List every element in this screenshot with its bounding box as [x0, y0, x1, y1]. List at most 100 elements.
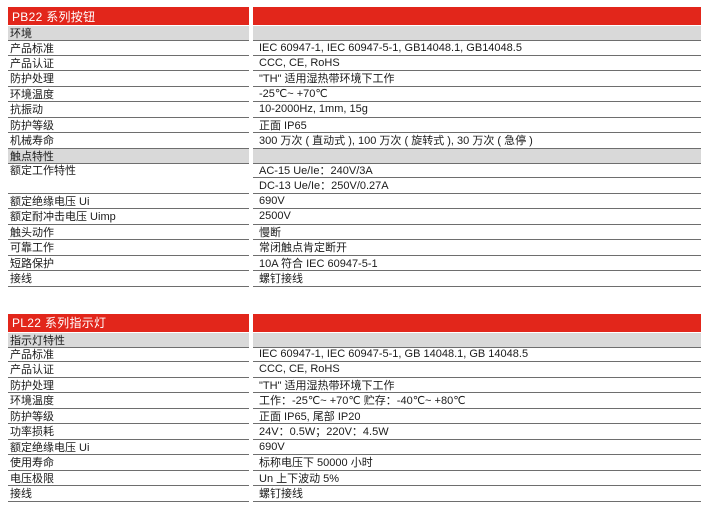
table-row: 产品标准 IEC 60947-1, IEC 60947-5-1, GB14048.…: [8, 40, 701, 56]
spec-value: "TH" 适用湿热带环境下工作: [259, 73, 395, 86]
table-row: 接线 螺钉接线: [8, 486, 701, 502]
spec-label-cell: 环境温度: [8, 393, 249, 409]
spec-value-cell: 2500V: [253, 209, 701, 225]
spec-value: 2500V: [259, 210, 291, 223]
table-row: DC-13 Ue/Ie：250V/0.27A: [8, 178, 701, 194]
spec-label: 电压极限: [10, 472, 54, 485]
spec-value-cell: "TH" 适用湿热带环境下工作: [253, 378, 701, 393]
table-row: 产品标准 IEC 60947-1, IEC 60947-5-1, GB 14048…: [8, 346, 701, 362]
spec-value: 常闭触点肯定断开: [259, 242, 347, 255]
spec-label-cell: 产品标准: [8, 40, 249, 56]
spec-label-cell: 电压极限: [8, 471, 249, 486]
spec-value-cell: 正面 IP65, 尾部 IP20: [253, 409, 701, 424]
spec-label: 抗振动: [10, 104, 43, 117]
table-row: 额定工作特性 AC-15 Ue/Ie：240V/3A: [8, 162, 701, 179]
table-row: 产品认证 CCC, CE, RoHS: [8, 56, 701, 71]
spec-value: IEC 60947-1, IEC 60947-5-1, GB 14048.1, …: [259, 348, 529, 361]
table-row: 防护处理 "TH" 适用湿热带环境下工作: [8, 71, 701, 87]
spec-value: 10A 符合 IEC 60947-5-1: [259, 257, 378, 270]
spec-label-cell: 接线: [8, 486, 249, 502]
spec-value: IEC 60947-1, IEC 60947-5-1, GB14048.1, G…: [259, 41, 522, 54]
table-title-cell-right: [253, 7, 701, 25]
spec-label-cell: 接线: [8, 271, 249, 287]
table-title-cell-right: [253, 313, 701, 332]
spec-label-cell: 产品认证: [8, 362, 249, 378]
spec-value-cell: 标称电压下 50000 小时: [253, 455, 701, 471]
spec-label-cell: [8, 178, 249, 194]
spec-value-cell: 常闭触点肯定断开: [253, 240, 701, 256]
spec-label: 防护处理: [10, 73, 54, 86]
tables-root: PB22 系列按钮 环境 产品标准 IEC 60947-1, IEC 60947-5-…: [8, 7, 701, 502]
spec-value-cell: AC-15 Ue/Ie：240V/3A: [253, 162, 701, 178]
spec-value-cell: -25℃~ +70℃: [253, 87, 701, 102]
table-row: 产品认证 CCC, CE, RoHS: [8, 362, 701, 378]
table-row: 使用寿命 标称电压下 50000 小时: [8, 455, 701, 471]
table-row: 环境温度 -25℃~ +70℃: [8, 87, 701, 102]
spec-value-cell: DC-13 Ue/Ie：250V/0.27A: [253, 178, 701, 194]
spec-value-cell: 10-2000Hz, 1mm, 15g: [253, 102, 701, 118]
spec-label: 环境温度: [10, 88, 54, 101]
spec-label-cell: 产品标准: [8, 346, 249, 362]
spec-label: 环境温度: [10, 395, 54, 408]
spec-label: 触头动作: [10, 226, 54, 239]
table-row: 短路保护 10A 符合 IEC 60947-5-1: [8, 256, 701, 271]
spec-value-cell: 300 万次 ( 直动式 ), 100 万次 ( 旋转式 ), 30 万次 ( …: [253, 133, 701, 149]
spec-value-cell: 螺钉接线: [253, 271, 701, 287]
table-row: 可靠工作 常闭触点肯定断开: [8, 240, 701, 256]
table-title: PL22 系列指示灯: [12, 316, 107, 330]
spec-value: 300 万次 ( 直动式 ), 100 万次 ( 旋转式 ), 30 万次 ( …: [259, 135, 533, 148]
spec-value: 正面 IP65, 尾部 IP20: [259, 410, 361, 423]
table-row: 抗振动 10-2000Hz, 1mm, 15g: [8, 102, 701, 118]
section-header-cell: 触点特性: [8, 148, 249, 163]
spec-value: CCC, CE, RoHS: [259, 56, 340, 69]
spec-value: DC-13 Ue/Ie：250V/0.27A: [259, 180, 389, 193]
section-header-cell: 指示灯特性: [8, 332, 249, 347]
spec-value: 慢断: [259, 226, 281, 239]
section-header-bar: 指示灯特性: [8, 332, 701, 347]
section-header-cell-right: [253, 26, 701, 40]
spec-value-cell: CCC, CE, RoHS: [253, 56, 701, 71]
spec-label: 防护等级: [10, 119, 54, 132]
spec-value: 标称电压下 50000 小时: [259, 457, 373, 470]
table-title-bar: PB22 系列按钮: [8, 7, 701, 25]
spec-value-cell: IEC 60947-1, IEC 60947-5-1, GB 14048.1, …: [253, 346, 701, 362]
table-row: 触头动作 慢断: [8, 225, 701, 240]
spec-value-cell: 690V: [253, 194, 701, 209]
spec-label-cell: 额定绝缘电压 Ui: [8, 440, 249, 455]
spec-value: 工作：-25℃~ +70℃ 贮存：-40℃~ +80℃: [259, 395, 466, 408]
table-row: 防护处理 "TH" 适用湿热带环境下工作: [8, 378, 701, 393]
table-row: 额定耐冲击电压 Uimp 2500V: [8, 209, 701, 225]
spec-label: 产品认证: [10, 57, 54, 70]
spec-value: AC-15 Ue/Ie：240V/3A: [259, 165, 373, 178]
spec-table: PL22 系列指示灯 指示灯特性 产品标准 IEC 60947-1, IEC 6094…: [8, 313, 701, 502]
spec-value: 螺钉接线: [259, 273, 303, 286]
spec-value-cell: 正面 IP65: [253, 118, 701, 133]
table-row: 电压极限 Un 上下波动 5%: [8, 471, 701, 486]
spec-label-cell: 触头动作: [8, 225, 249, 240]
section-header-cell: 环境: [8, 26, 249, 40]
spec-label-cell: 产品认证: [8, 56, 249, 71]
spec-value-cell: "TH" 适用湿热带环境下工作: [253, 71, 701, 87]
spec-value-cell: IEC 60947-1, IEC 60947-5-1, GB14048.1, G…: [253, 40, 701, 56]
spec-value-cell: 24V：0.5W；220V：4.5W: [253, 424, 701, 440]
section-header: 触点特性: [10, 150, 54, 163]
table-row: 额定绝缘电压 Ui 690V: [8, 194, 701, 209]
spec-label: 接线: [10, 273, 32, 286]
spec-value: 正面 IP65: [259, 119, 307, 132]
spec-label: 额定绝缘电压 Ui: [10, 441, 90, 454]
table-row: 接线 螺钉接线: [8, 271, 701, 287]
spec-label-cell: 额定工作特性: [8, 162, 249, 179]
table-row: 防护等级 正面 IP65, 尾部 IP20: [8, 409, 701, 424]
table-title-cell: PL22 系列指示灯: [8, 313, 249, 332]
spec-value: -25℃~ +70℃: [259, 88, 328, 101]
spec-value-cell: 工作：-25℃~ +70℃ 贮存：-40℃~ +80℃: [253, 393, 701, 409]
table-title-bar: PL22 系列指示灯: [8, 313, 701, 332]
spec-value-cell: Un 上下波动 5%: [253, 471, 701, 486]
spec-label: 防护处理: [10, 379, 54, 392]
spec-value-cell: 10A 符合 IEC 60947-5-1: [253, 256, 701, 271]
spec-value: "TH" 适用湿热带环境下工作: [259, 379, 395, 392]
spec-label-cell: 使用寿命: [8, 455, 249, 471]
section-header-bar: 触点特性: [8, 148, 701, 163]
section-header: 指示灯特性: [10, 334, 65, 347]
